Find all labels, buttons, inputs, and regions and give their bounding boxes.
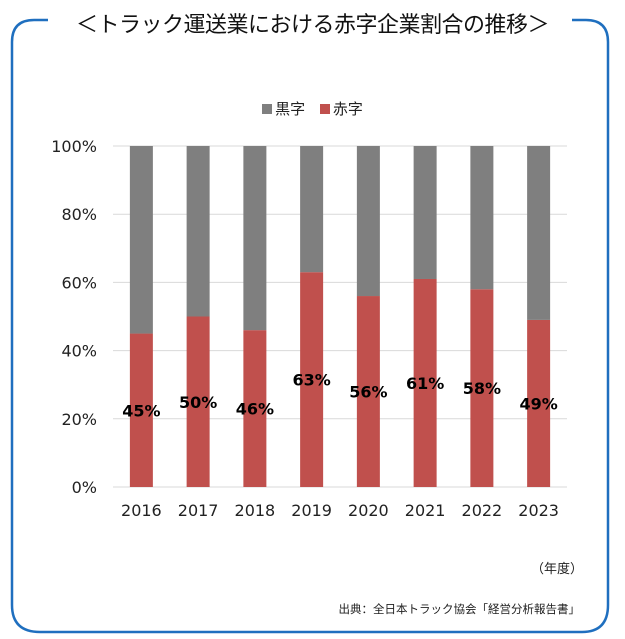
bar-red-2018 bbox=[243, 330, 267, 487]
y-tick-label: 100% bbox=[51, 137, 97, 156]
legend: 黒字 赤字 bbox=[0, 98, 625, 119]
bar-black-2023 bbox=[527, 146, 551, 320]
legend-label-red: 赤字 bbox=[332, 100, 363, 118]
bar-red-2017 bbox=[186, 316, 210, 487]
bar-red-2022 bbox=[470, 289, 494, 487]
data-label: 58% bbox=[463, 379, 501, 398]
data-label: 50% bbox=[179, 393, 217, 412]
x-tick-label: 2017 bbox=[178, 501, 219, 520]
bar-red-2023 bbox=[527, 319, 551, 487]
bar-black-2022 bbox=[470, 146, 494, 290]
source-note: 出典：全日本トラック協会「経営分析報告書」 bbox=[338, 602, 581, 616]
data-label: 56% bbox=[349, 383, 387, 402]
data-label: 61% bbox=[406, 374, 444, 393]
bar-black-2018 bbox=[243, 146, 267, 331]
legend-item-black: 黒字 bbox=[262, 98, 305, 119]
y-tick-label: 40% bbox=[61, 342, 97, 361]
bar-red-2016 bbox=[129, 333, 153, 487]
x-tick-label: 2023 bbox=[518, 501, 559, 520]
legend-item-red: 赤字 bbox=[319, 98, 363, 119]
legend-swatch-black bbox=[262, 103, 273, 114]
x-tick-label: 2021 bbox=[405, 501, 446, 520]
bar-black-2020 bbox=[356, 146, 380, 297]
x-tick-label: 2018 bbox=[235, 501, 276, 520]
bar-red-2021 bbox=[413, 278, 437, 487]
bar-black-2016 bbox=[129, 146, 153, 334]
plot-area: 0% 20% 40% 60% 80% 100% 45% 2016 50% 2017 46% 2018 6… bbox=[51, 137, 567, 520]
bar-black-2017 bbox=[186, 146, 210, 317]
y-tick-label: 80% bbox=[61, 205, 97, 224]
bar-red-2019 bbox=[300, 272, 324, 487]
x-axis-unit-label: （年度） bbox=[530, 562, 583, 577]
y-tick-label: 60% bbox=[61, 273, 97, 292]
x-tick-label: 2020 bbox=[348, 501, 389, 520]
legend-swatch-red bbox=[319, 103, 330, 114]
frame-border bbox=[10, 18, 610, 634]
chart-title: ＜トラック運送業における赤字企業割合の推移＞ bbox=[0, 7, 625, 39]
data-label: 49% bbox=[519, 394, 557, 413]
bar-black-2019 bbox=[300, 146, 324, 273]
bar-red-2020 bbox=[356, 296, 380, 487]
bar-black-2021 bbox=[413, 146, 437, 279]
data-label: 46% bbox=[236, 400, 274, 419]
data-label: 63% bbox=[292, 371, 330, 390]
x-tick-label: 2016 bbox=[121, 501, 162, 520]
x-tick-label: 2022 bbox=[462, 501, 503, 520]
chart-title-text: ＜トラック運送業における赤字企業割合の推移＞ bbox=[65, 13, 559, 38]
y-tick-label: 20% bbox=[61, 410, 97, 429]
y-tick-label: 0% bbox=[72, 478, 97, 497]
legend-label-black: 黒字 bbox=[275, 100, 306, 118]
x-tick-label: 2019 bbox=[291, 501, 332, 520]
data-label: 45% bbox=[122, 401, 160, 420]
